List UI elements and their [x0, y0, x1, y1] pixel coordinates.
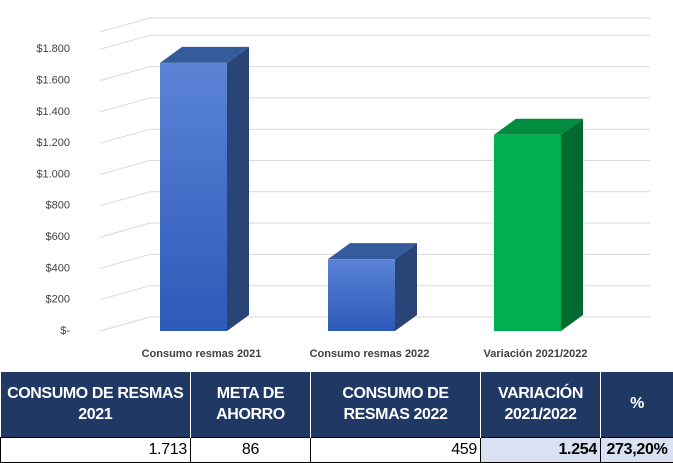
cell: 86 [190, 437, 311, 463]
y-tick-label: $1.200 [36, 137, 70, 149]
cell: 1.254 [480, 437, 601, 463]
bar [328, 259, 395, 331]
grid-line [99, 66, 151, 82]
bar-top [328, 243, 417, 260]
header-cell: CONSUMO DE RESMAS 2021 [0, 372, 191, 438]
y-tick-label: $1.800 [36, 43, 70, 55]
grid-line [99, 316, 151, 332]
header-cell: VARIACIÓN 2021/2022 [480, 372, 601, 438]
bar-side [561, 118, 583, 332]
bar [160, 62, 227, 332]
bar-top [494, 118, 583, 135]
grid-line [99, 34, 151, 50]
x-tick-label: Variación 2021/2022 [484, 348, 588, 360]
bar-side [227, 46, 249, 332]
cell: 1.713 [0, 437, 191, 463]
y-tick-label: $600 [46, 231, 70, 243]
bar-top [160, 46, 249, 63]
bar-side [395, 243, 417, 331]
chart: $- $200 $400 $600 $800 $1.000 $1.200 $1.400 $1.6… [36, 17, 650, 360]
summary-table: CONSUMO DE RESMAS 2021 META DE AHORRO CO… [0, 372, 673, 463]
y-tick-label: $400 [46, 262, 70, 274]
header-cell: CONSUMO DE RESMAS 2022 [310, 372, 481, 438]
grid-line [99, 222, 151, 238]
grid-line [99, 285, 151, 301]
y-tick-label: $1.600 [36, 75, 70, 87]
cell: 459 [310, 437, 481, 463]
grid-line [99, 253, 151, 269]
y-tick-label: $200 [46, 294, 70, 306]
y-tick-label: $1.000 [36, 168, 70, 180]
grid-line [99, 191, 151, 207]
header-cell: META DE AHORRO [190, 372, 311, 438]
grid-line [99, 17, 151, 33]
header-cell: % [600, 372, 673, 438]
x-tick-label: Consumo resmas 2022 [310, 348, 430, 360]
cell: 273,20% [600, 437, 673, 463]
bar [494, 134, 561, 331]
y-tick-label: $1.400 [36, 106, 70, 118]
grid-line [99, 128, 151, 144]
y-tick-label: $800 [46, 200, 70, 212]
grid-line [99, 97, 151, 113]
data-row: 1.713 86 459 1.254 273,20% [0, 437, 673, 463]
x-tick-label: Consumo resmas 2021 [142, 348, 262, 360]
grid-line [99, 160, 151, 175]
header-row: CONSUMO DE RESMAS 2021 META DE AHORRO CO… [0, 372, 673, 438]
y-tick-label: $- [60, 325, 70, 337]
